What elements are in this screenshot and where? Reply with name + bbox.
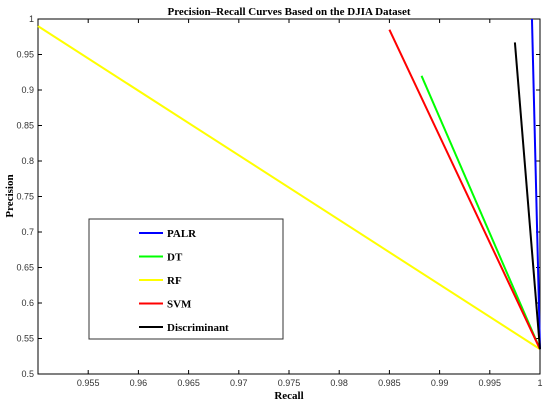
legend: PALR DT RF SVM Discriminant: [88, 218, 284, 340]
x-tick-label: 0.98: [330, 378, 348, 388]
x-tick-label: 1: [537, 378, 542, 388]
y-tick-label: 0.7: [21, 227, 34, 237]
legend-label-palr: PALR: [167, 228, 197, 240]
y-axis-label: Precision: [4, 174, 16, 217]
legend-label-discriminant: Discriminant: [167, 322, 229, 334]
y-tick-label: 0.5: [21, 369, 34, 379]
y-tick-label: 1: [29, 14, 34, 24]
x-axis-label: Recall: [274, 390, 303, 402]
series-line-discriminant: [513, 42, 541, 350]
x-tick-label: 0.99: [431, 378, 449, 388]
y-tick-label: 0.65: [16, 263, 34, 273]
legend-box: [88, 218, 284, 340]
series-line-svm: [388, 29, 541, 350]
y-tick-label: 0.55: [16, 334, 34, 344]
x-tick-label: 0.955: [77, 378, 100, 388]
legend-label-dt: DT: [167, 252, 183, 264]
x-tick-label: 0.975: [278, 378, 301, 388]
x-axis: 0.955 0.96 0.965 0.97 0.975 0.98 0.985 0.99 0.99…: [77, 19, 543, 388]
legend-label-svm: SVM: [167, 299, 192, 311]
series-line-palr: [530, 18, 541, 350]
y-tick-label: 0.85: [16, 121, 34, 131]
y-tick-label: 0.8: [21, 156, 34, 166]
series-line-dt: [420, 75, 541, 350]
x-tick-label: 0.97: [230, 378, 248, 388]
x-tick-label: 0.965: [177, 378, 200, 388]
x-tick-label: 0.96: [130, 378, 148, 388]
y-tick-label: 0.9: [21, 85, 34, 95]
series-layer: [37, 18, 541, 350]
y-tick-label: 0.6: [21, 298, 34, 308]
legend-label-rf: RF: [167, 275, 182, 287]
x-tick-label: 0.985: [378, 378, 401, 388]
x-tick-label: 0.995: [479, 378, 502, 388]
series-line-rf: [37, 25, 541, 350]
y-tick-label: 0.75: [16, 192, 34, 202]
chart-title: Precision–Recall Curves Based on the DJI…: [168, 6, 411, 18]
y-tick-label: 0.95: [16, 50, 34, 60]
